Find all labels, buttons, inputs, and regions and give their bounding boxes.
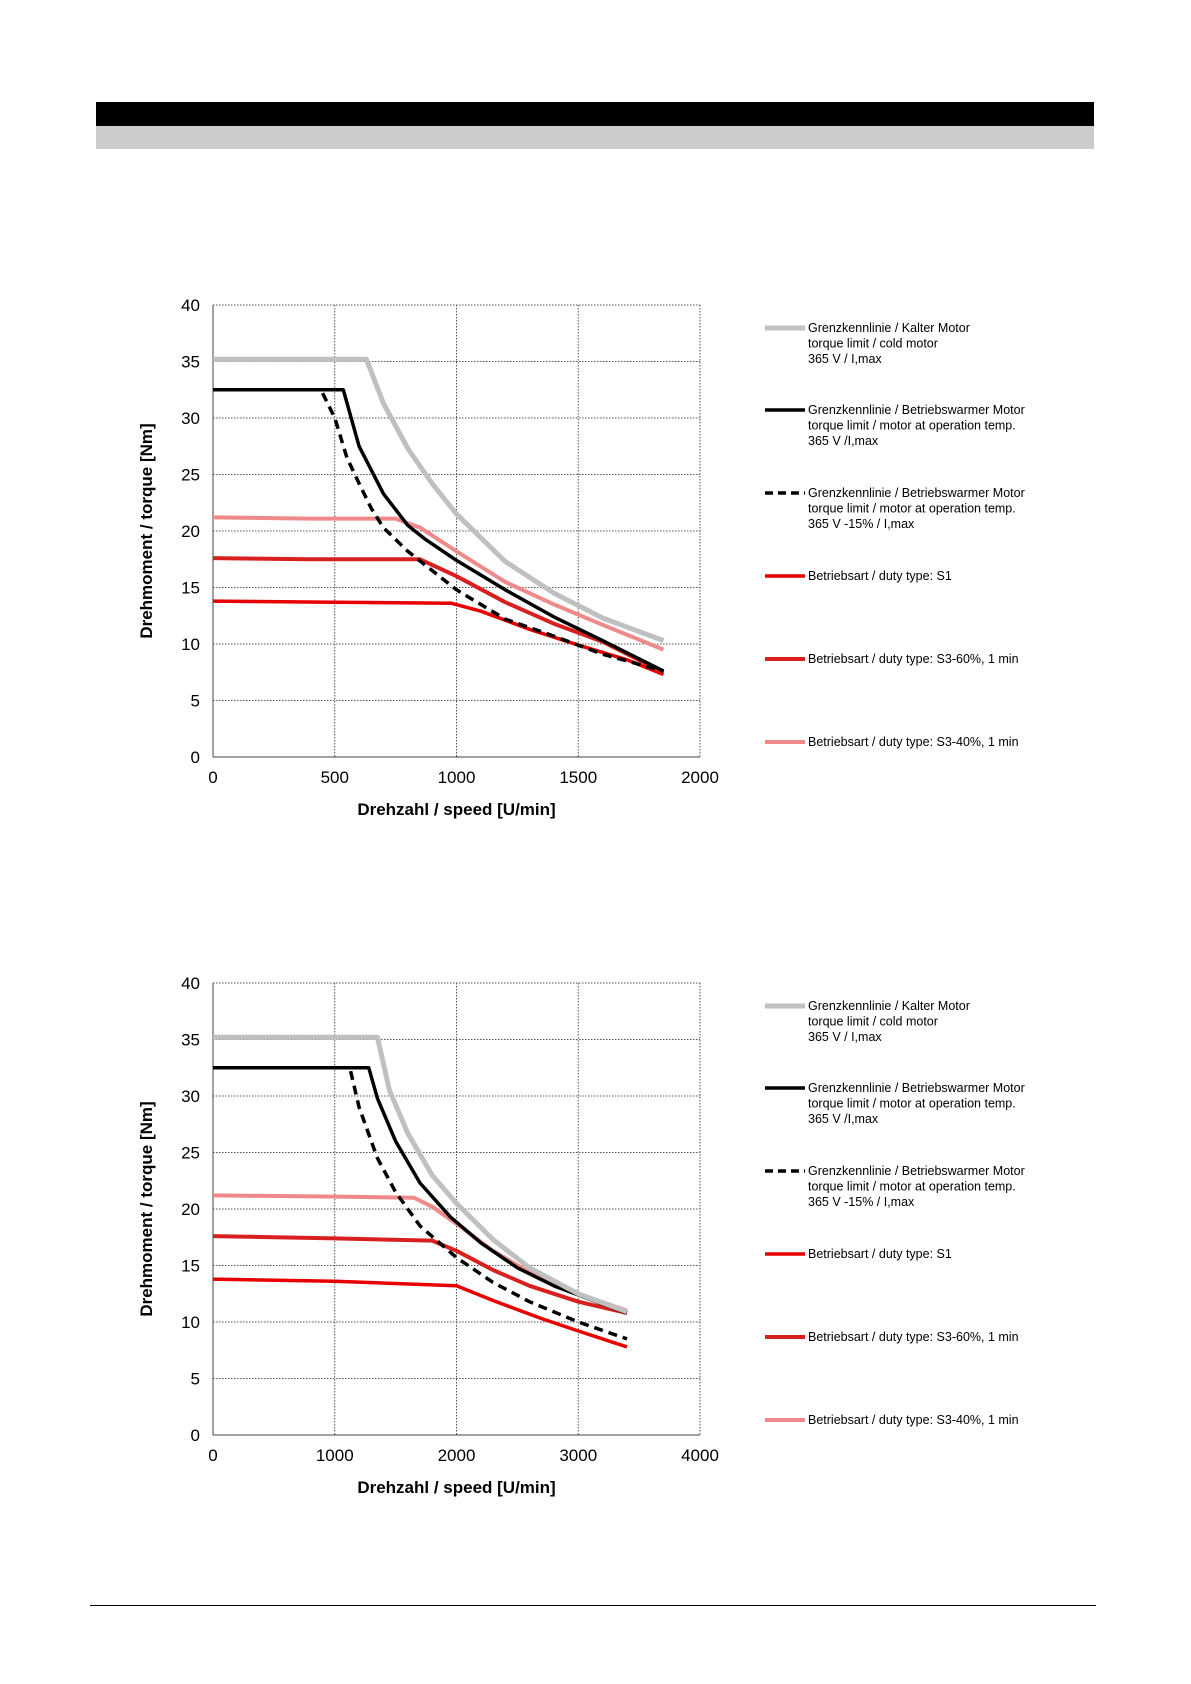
header-bar <box>96 102 1094 126</box>
header-subbar <box>96 126 1094 149</box>
x-tick-label: 0 <box>208 1446 217 1465</box>
y-tick-label: 40 <box>181 974 200 993</box>
x-tick-label: 500 <box>321 768 349 787</box>
y-tick-label: 0 <box>191 748 200 767</box>
legend-label-cold: Grenzkennlinie / Kalter Motor <box>808 999 970 1013</box>
x-tick-label: 0 <box>208 768 217 787</box>
y-tick-label: 5 <box>191 692 200 711</box>
series-line-s3_60 <box>212 1234 628 1315</box>
legend-label-cold: torque limit / cold motor <box>808 337 938 351</box>
legend-label-warm: Grenzkennlinie / Betriebswarmer Motor <box>808 1081 1025 1095</box>
legend-label-s3_40: Betriebsart / duty type: S3-40%, 1 min <box>808 1413 1019 1427</box>
legend-label-warm15: Grenzkennlinie / Betriebswarmer Motor <box>808 1164 1025 1178</box>
x-tick-label: 1500 <box>559 768 597 787</box>
y-axis-title: Drehmoment / torque [Nm] <box>137 1101 156 1316</box>
y-tick-label: 30 <box>181 1087 200 1106</box>
legend-label-warm15: 365 V -15% / I,max <box>808 517 915 531</box>
series-line-warm <box>213 388 665 673</box>
series-line-s3_40 <box>212 515 665 652</box>
y-tick-label: 15 <box>181 579 200 598</box>
series-line-s3_60 <box>212 556 665 675</box>
series-line-warm <box>213 1066 628 1315</box>
legend-label-cold: 365 V / I,max <box>808 352 882 366</box>
x-tick-label: 4000 <box>681 1446 719 1465</box>
legend-label-s3_60: Betriebsart / duty type: S3-60%, 1 min <box>808 652 1019 666</box>
footer-rule <box>90 1605 1096 1606</box>
x-axis-title: Drehzahl / speed [U/min] <box>357 1478 555 1497</box>
series-line-warm15 <box>348 1070 628 1341</box>
y-tick-label: 5 <box>191 1370 200 1389</box>
y-tick-label: 15 <box>181 1257 200 1276</box>
y-tick-label: 20 <box>181 1200 200 1219</box>
y-tick-label: 35 <box>181 353 200 372</box>
legend-label-s3_40: Betriebsart / duty type: S3-40%, 1 min <box>808 735 1019 749</box>
y-tick-label: 25 <box>181 466 200 485</box>
y-tick-label: 20 <box>181 522 200 541</box>
series-line-warm15 <box>321 392 664 673</box>
y-tick-label: 35 <box>181 1031 200 1050</box>
torque-speed-chart-1: 0 5 10 15 20 25 30 35 40 0 500 1000 1500 2000 Drehzahl… <box>137 296 1025 819</box>
series-line-cold <box>213 1034 628 1315</box>
torque-speed-chart-2: 0 5 10 15 20 25 30 35 40 0 1000 2000 3000 4000 Drehzah… <box>137 974 1025 1497</box>
legend-label-s3_60: Betriebsart / duty type: S3-60%, 1 min <box>808 1330 1019 1344</box>
x-tick-label: 1000 <box>316 1446 354 1465</box>
legend-label-warm: torque limit / motor at operation temp. <box>808 1097 1016 1111</box>
legend-label-s1: Betriebsart / duty type: S1 <box>808 1247 952 1261</box>
y-axis-title: Drehmoment / torque [Nm] <box>137 423 156 638</box>
legend-label-cold: 365 V / I,max <box>808 1030 882 1044</box>
legend-label-warm15: torque limit / motor at operation temp. <box>808 502 1016 516</box>
legend-label-warm: 365 V /I,max <box>808 1112 879 1126</box>
x-tick-label: 3000 <box>559 1446 597 1465</box>
x-tick-label: 1000 <box>438 768 476 787</box>
x-tick-label: 2000 <box>438 1446 476 1465</box>
series-line-s3_40 <box>212 1193 628 1313</box>
y-tick-label: 10 <box>181 635 200 654</box>
legend-label-warm: 365 V /I,max <box>808 434 879 448</box>
legend-label-warm15: 365 V -15% / I,max <box>808 1195 915 1209</box>
x-axis-title: Drehzahl / speed [U/min] <box>357 800 555 819</box>
series-line-cold <box>213 356 665 643</box>
legend-label-warm15: Grenzkennlinie / Betriebswarmer Motor <box>808 486 1025 500</box>
y-tick-label: 0 <box>191 1426 200 1445</box>
series-line-s1 <box>212 1277 628 1349</box>
y-tick-label: 10 <box>181 1313 200 1332</box>
legend-label-warm: torque limit / motor at operation temp. <box>808 419 1016 433</box>
legend-label-warm15: torque limit / motor at operation temp. <box>808 1180 1016 1194</box>
x-tick-label: 2000 <box>681 768 719 787</box>
legend-label-s1: Betriebsart / duty type: S1 <box>808 569 952 583</box>
legend-label-cold: Grenzkennlinie / Kalter Motor <box>808 321 970 335</box>
y-tick-label: 40 <box>181 296 200 315</box>
y-tick-label: 25 <box>181 1144 200 1163</box>
y-tick-label: 30 <box>181 409 200 428</box>
legend-label-warm: Grenzkennlinie / Betriebswarmer Motor <box>808 403 1025 417</box>
legend-label-cold: torque limit / cold motor <box>808 1015 938 1029</box>
